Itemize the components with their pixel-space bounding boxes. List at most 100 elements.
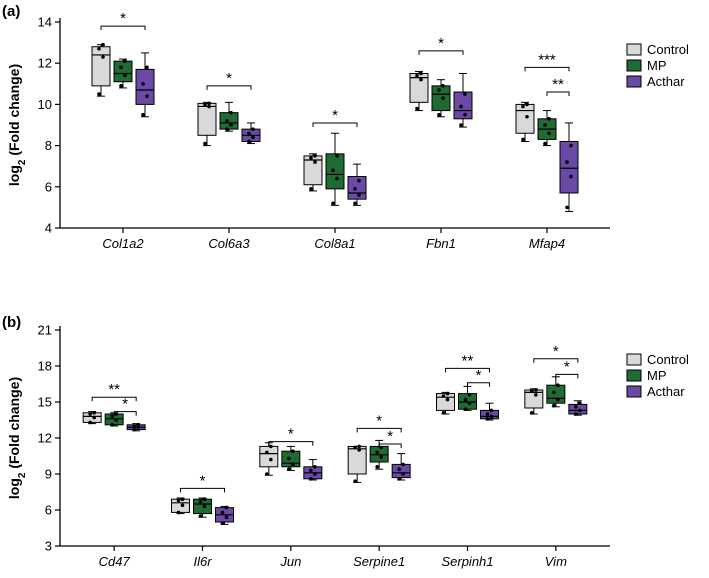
box-acthar — [453, 73, 473, 128]
data-point — [180, 503, 185, 508]
box-body — [193, 498, 212, 515]
significance-label: * — [200, 472, 206, 489]
box-acthar — [559, 122, 579, 213]
box-body — [325, 153, 345, 190]
data-point — [534, 388, 538, 392]
data-point — [269, 457, 273, 462]
y-tick-label: 4 — [45, 221, 52, 236]
box-body — [391, 463, 411, 479]
data-point — [415, 106, 419, 111]
data-point — [397, 477, 401, 481]
box-control — [259, 442, 279, 476]
data-point — [101, 55, 105, 59]
box-body — [524, 389, 544, 409]
data-point — [578, 408, 582, 413]
box-mp — [458, 385, 477, 412]
data-point — [574, 405, 578, 409]
data-point — [463, 112, 467, 117]
data-point — [357, 178, 361, 183]
data-point — [92, 415, 96, 420]
legend-label: Control — [647, 42, 689, 57]
data-point — [247, 139, 251, 144]
data-point — [530, 411, 534, 415]
bracket-line — [312, 122, 358, 127]
data-point — [485, 417, 490, 421]
data-point — [489, 408, 494, 413]
data-point — [88, 420, 92, 425]
significance-bracket: * — [206, 70, 252, 90]
box-body — [347, 445, 367, 475]
box-body — [436, 393, 455, 411]
panel-b: (b) 3 6 9 12 15 18 21 log2 (Fold change) Cd47 Il6r… — [2, 314, 689, 569]
data-point — [353, 445, 357, 450]
category-label: Serpinh1 — [441, 554, 493, 569]
box-acthar — [347, 163, 367, 206]
box-control — [409, 70, 429, 112]
significance-label: ** — [108, 381, 120, 398]
data-point — [207, 104, 211, 109]
box-control — [524, 388, 544, 415]
significance-label: * — [226, 70, 232, 87]
box-mp — [431, 79, 451, 118]
data-point — [207, 101, 211, 106]
bracket-line — [555, 373, 579, 379]
data-point — [353, 201, 357, 206]
box-body — [409, 73, 429, 103]
data-point — [445, 391, 450, 396]
data-point — [574, 412, 578, 416]
y-tick-label: 3 — [45, 539, 52, 554]
data-point — [467, 393, 472, 397]
data-point — [521, 137, 525, 142]
category-label: Col8a1 — [314, 236, 355, 251]
significance-label: * — [122, 396, 128, 413]
y-tick-label: 8 — [45, 138, 52, 153]
data-point — [375, 450, 379, 455]
box-body — [197, 102, 217, 136]
data-point — [331, 201, 335, 206]
box-acthar — [215, 505, 234, 525]
data-point — [110, 423, 114, 427]
bracket-line — [418, 50, 464, 55]
legend-label: MP — [647, 368, 667, 383]
data-point — [101, 42, 105, 47]
data-point — [202, 504, 207, 509]
data-point — [123, 73, 127, 78]
box-mp — [546, 376, 566, 408]
data-point — [291, 449, 295, 454]
data-point — [309, 477, 313, 481]
significance-label: * — [120, 10, 126, 27]
data-point — [543, 141, 547, 146]
y-tick-label: 15 — [38, 395, 52, 410]
significance-bracket: * — [533, 343, 579, 363]
box-control — [515, 101, 535, 142]
significance-label: ** — [552, 76, 564, 93]
box-body — [135, 68, 155, 105]
data-point — [313, 465, 317, 469]
data-point — [92, 411, 96, 415]
data-point — [353, 187, 357, 191]
y-axis-label: log2 (Fold change) — [6, 64, 28, 186]
significance-bracket: ** — [91, 381, 137, 402]
significance-label: ** — [462, 352, 474, 369]
data-point — [119, 65, 123, 70]
box-body — [259, 445, 279, 468]
data-point — [176, 498, 181, 503]
data-point — [132, 424, 136, 428]
bracket-line — [206, 85, 252, 90]
data-point — [552, 403, 556, 408]
significance-label: *** — [538, 51, 556, 68]
box-body — [515, 103, 535, 134]
bracket-line — [91, 396, 137, 402]
data-point — [265, 472, 269, 476]
data-point — [247, 131, 251, 136]
box-body — [559, 140, 579, 194]
legend-label: Acthar — [647, 74, 685, 89]
data-point — [203, 102, 207, 107]
data-point — [467, 401, 472, 406]
bracket-line — [524, 66, 570, 72]
box-body — [113, 60, 133, 83]
y-tick-label: 21 — [38, 323, 52, 338]
data-point — [145, 65, 149, 70]
bracket-line — [467, 382, 490, 387]
